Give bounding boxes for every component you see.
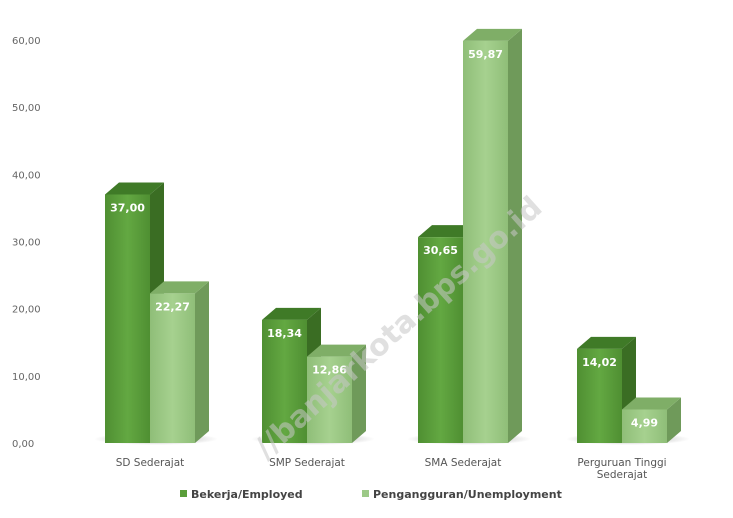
bar-front <box>150 293 195 443</box>
bar-employed: 37,00 <box>105 182 164 443</box>
bars: 37,00 22,27 18,34 12,86 30,65 59,87 14,02 4,99 <box>105 28 681 443</box>
bar-unemployment: 59,87 <box>463 28 522 443</box>
bar-front <box>463 40 508 443</box>
bar-front <box>622 409 667 443</box>
y-axis: 0,00 10,00 20,00 30,00 40,00 50,00 60,00 <box>12 36 41 450</box>
bar-front <box>418 237 463 443</box>
x-tick-label: Perguruan Tinggi <box>577 457 666 469</box>
bar-side <box>352 344 366 443</box>
y-tick-label: 40,00 <box>12 170 41 181</box>
bar-front <box>307 356 352 443</box>
data-label: 59,87 <box>468 48 503 61</box>
bar-unemployment: 12,86 <box>307 344 366 443</box>
bar-top <box>262 307 321 320</box>
bar-unemployment: 22,27 <box>150 281 209 443</box>
bar-unemployment: 4,99 <box>622 397 681 443</box>
bar-top <box>105 182 164 195</box>
bar-top <box>150 281 209 294</box>
data-label: 14,02 <box>582 356 617 369</box>
y-tick-label: 0,00 <box>12 439 34 450</box>
y-tick-label: 60,00 <box>12 36 41 47</box>
bar-side <box>508 28 522 443</box>
y-tick-label: 30,00 <box>12 238 41 249</box>
bar-front <box>105 194 150 443</box>
legend-label: Bekerja/Employed <box>191 488 303 501</box>
bar-side <box>195 281 209 443</box>
data-label: 12,86 <box>312 364 347 377</box>
data-label: 37,00 <box>110 201 145 214</box>
data-label: 22,27 <box>155 300 190 313</box>
x-tick-label: Sederajat <box>597 469 647 481</box>
legend-swatch <box>180 490 187 497</box>
x-tick-label: SMA Sederajat <box>425 457 502 469</box>
x-tick-label: SD Sederajat <box>116 457 185 469</box>
data-label: 30,65 <box>423 244 458 257</box>
y-tick-label: 10,00 <box>12 372 41 383</box>
legend-label: Pengangguran/Unemployment <box>373 488 562 501</box>
y-tick-label: 20,00 <box>12 305 41 316</box>
legend: Bekerja/Employed Pengangguran/Unemploymen… <box>180 488 562 501</box>
bar-top <box>577 336 636 349</box>
y-tick-label: 50,00 <box>12 103 41 114</box>
bar-top <box>622 397 681 410</box>
x-axis-labels: SD Sederajat SMP Sederajat SMA Sederajat Pe… <box>116 457 667 481</box>
bar-front <box>577 348 622 443</box>
x-tick-label: SMP Sederajat <box>269 457 345 469</box>
bar-front <box>262 319 307 443</box>
bar-top <box>307 344 366 357</box>
legend-swatch <box>362 490 369 497</box>
bar-top <box>418 225 477 238</box>
bar-top <box>463 28 522 41</box>
data-label: 18,34 <box>267 327 302 340</box>
data-label: 4,99 <box>631 416 658 429</box>
bar-side <box>667 397 681 443</box>
